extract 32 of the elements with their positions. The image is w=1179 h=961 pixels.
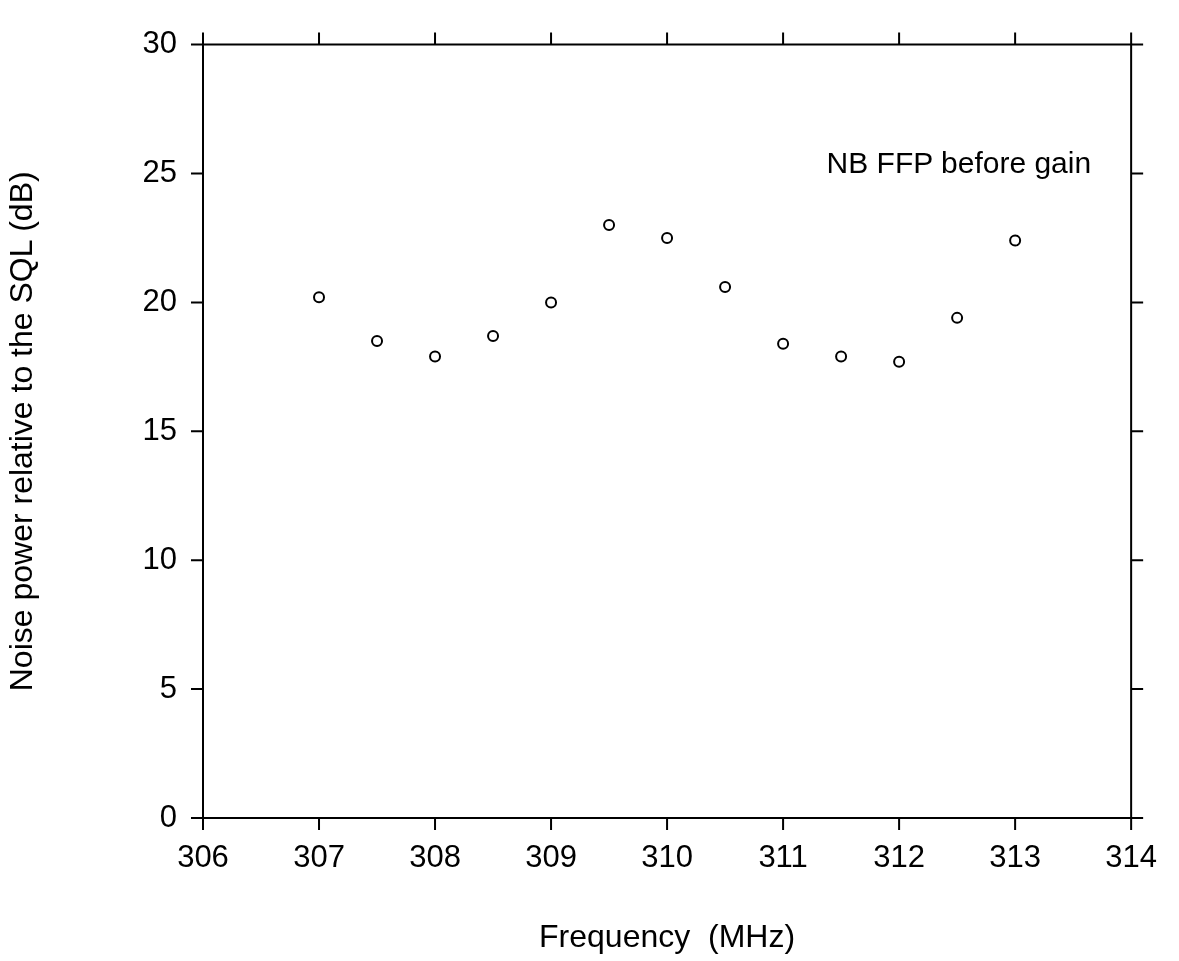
point (719, 280, 732, 293)
point (777, 337, 790, 350)
x-tick-label: 312 (873, 839, 925, 875)
x-tick-label: 307 (293, 839, 345, 875)
x-tick-label: 314 (1105, 839, 1158, 875)
x-tick-label: 311 (758, 839, 808, 875)
y-tick-label: 25 (142, 154, 177, 190)
x-tick-label: 309 (525, 839, 577, 875)
y-axis-title: Noise power relative to the SQL (dB) (3, 171, 40, 692)
point (661, 231, 674, 244)
x-tick-label: 306 (177, 839, 229, 875)
point (545, 296, 558, 309)
point (835, 350, 848, 363)
x-tick-label: 313 (989, 839, 1041, 875)
point (371, 335, 384, 348)
point (487, 329, 500, 342)
point (603, 219, 616, 232)
y-tick-label: 15 (142, 411, 177, 447)
annotation: NB FFP before gain (826, 145, 1092, 179)
y-tick-label: 0 (159, 798, 177, 834)
x-axis-title: Frequency (MHz) (539, 917, 796, 954)
y-tick-label: 5 (159, 669, 177, 705)
y-tick-label: 30 (142, 25, 177, 61)
y-tick-label: 10 (142, 540, 177, 576)
point (313, 291, 326, 304)
point (429, 350, 442, 363)
x-tick-label: 310 (641, 839, 693, 875)
y-tick-label: 20 (142, 282, 177, 318)
point (893, 355, 906, 368)
point (951, 311, 964, 324)
x-tick-label: 308 (409, 839, 461, 875)
point (1009, 234, 1022, 247)
